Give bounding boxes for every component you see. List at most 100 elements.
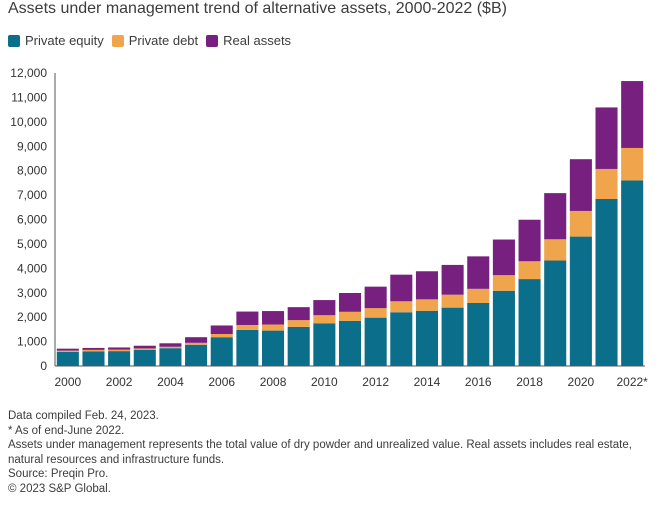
bar-real-assets-2007 (236, 311, 259, 325)
bar-private-debt-2019 (544, 239, 567, 261)
bar-real-assets-2020 (569, 159, 592, 211)
legend-label-private-debt: Private debt (128, 33, 199, 48)
stacked-bar-chart: 0 1,000 2,000 3,000 4,000 5,000 6,000 7,000 8,00… (10, 66, 648, 389)
bar-private-equity-2000 (56, 351, 79, 366)
bar-private-debt-2007 (236, 324, 259, 330)
bar-private-equity-2005 (185, 344, 208, 366)
footnotes: Data compiled Feb. 24, 2023. * As of end… (8, 409, 658, 497)
bar-private-debt-2016 (467, 288, 490, 303)
legend-swatch-private-equity (8, 34, 20, 47)
bar-private-debt-2005 (185, 342, 208, 345)
y-tick-label: 3,000 (17, 286, 47, 300)
bar-private-debt-2017 (492, 275, 515, 291)
bar-real-assets-2017 (492, 239, 515, 276)
bar-private-equity-2018 (518, 279, 541, 366)
legend-item-real-assets: Real assets (206, 33, 291, 48)
bar-real-assets-2009 (287, 307, 310, 321)
bar-private-equity-2012 (364, 317, 387, 366)
x-tick-label: 2008 (260, 375, 287, 389)
bar-private-debt-2006 (210, 334, 233, 338)
bar-private-debt-2022 (621, 147, 644, 181)
bar-private-debt-2000 (56, 350, 79, 352)
bar-real-assets-2011 (338, 292, 362, 312)
y-tick-label: 11,000 (11, 90, 47, 104)
bar-private-equity-2011 (338, 320, 362, 366)
bar-private-equity-2008 (262, 330, 285, 366)
bar-real-assets-2000 (56, 348, 79, 351)
note-source: Source: Preqin Pro. (8, 468, 109, 481)
y-tick-label: 8,000 (17, 164, 47, 178)
bar-private-debt-2011 (338, 311, 362, 321)
bar-real-assets-2001 (82, 347, 105, 350)
bar-real-assets-2012 (364, 286, 387, 309)
note-asterisk: * As of end-June 2022. (8, 424, 125, 437)
bar-private-equity-2002 (108, 351, 131, 366)
bar-private-equity-2022 (621, 180, 644, 366)
bar-private-debt-2020 (569, 210, 592, 237)
x-tick-label: 2020 (568, 375, 595, 389)
legend-item-private-equity: Private equity (8, 33, 104, 48)
x-tick-label: 2002 (106, 375, 133, 389)
x-tick-label: 2010 (311, 375, 338, 389)
y-tick-label: 5,000 (17, 237, 47, 251)
bar-private-equity-2010 (313, 323, 336, 366)
note-definition-2: natural resources and infrastructure fun… (8, 453, 225, 466)
bar-real-assets-2016 (467, 256, 490, 289)
bar-private-equity-2007 (236, 329, 259, 366)
y-tick-label: 6,000 (17, 213, 47, 227)
note-copyright: © 2023 S&P Global. (8, 482, 111, 495)
bar-private-equity-2015 (441, 307, 464, 366)
bar-real-assets-2003 (133, 345, 156, 349)
bar-real-assets-2006 (210, 325, 233, 335)
legend-label-private-equity: Private equity (25, 33, 104, 48)
x-tick-label: 2000 (54, 375, 81, 389)
y-tick-label: 1,000 (17, 335, 47, 349)
y-tick-label: 10,000 (10, 115, 47, 129)
bar-private-equity-2009 (287, 326, 310, 366)
bar-private-equity-2004 (159, 348, 182, 366)
bar-real-assets-2022 (621, 81, 644, 148)
bar-private-equity-2013 (390, 312, 413, 366)
bar-private-equity-2001 (82, 351, 105, 366)
legend-swatch-real-assets (206, 34, 219, 47)
bar-real-assets-2002 (108, 347, 131, 350)
bar-private-debt-2021 (595, 168, 618, 199)
x-tick-label: 2006 (208, 375, 235, 389)
y-tick-label: 7,000 (17, 188, 47, 202)
legend: Private equity Private debt Real assets (8, 33, 299, 48)
x-tick-label: 2014 (414, 375, 441, 389)
bar-real-assets-2021 (595, 107, 618, 169)
x-tick-label: 2012 (362, 375, 389, 389)
y-tick-label: 0 (40, 359, 47, 373)
bar-real-assets-2008 (262, 311, 285, 325)
bar-real-assets-2015 (441, 264, 464, 295)
x-tick-label: 2018 (516, 375, 543, 389)
legend-item-private-debt: Private debt (111, 33, 199, 48)
bar-private-debt-2002 (108, 349, 131, 352)
bar-real-assets-2004 (159, 343, 182, 347)
y-tick-label: 12,000 (10, 66, 47, 80)
bar-private-equity-2019 (544, 260, 567, 366)
bar-private-debt-2001 (82, 349, 105, 352)
y-tick-label: 2,000 (17, 310, 47, 324)
note-compiled: Data compiled Feb. 24, 2023. (8, 410, 159, 422)
bar-real-assets-2005 (185, 337, 208, 343)
bar-private-equity-2017 (492, 290, 515, 366)
bar-real-assets-2010 (313, 300, 336, 316)
y-tick-label: 9,000 (17, 139, 47, 153)
y-tick-label: 4,000 (17, 261, 47, 275)
bar-real-assets-2013 (390, 274, 413, 302)
bar-private-equity-2003 (133, 349, 156, 366)
bar-private-equity-2020 (569, 236, 592, 366)
bar-private-debt-2008 (262, 324, 285, 331)
bar-private-debt-2003 (133, 348, 156, 350)
x-tick-label: 2016 (465, 375, 492, 389)
bar-private-debt-2010 (313, 315, 336, 324)
bar-private-debt-2015 (441, 294, 464, 308)
bar-private-debt-2012 (364, 308, 387, 318)
bar-private-debt-2018 (518, 261, 541, 280)
bar-private-debt-2009 (287, 320, 310, 327)
bar-private-equity-2006 (210, 337, 233, 366)
bar-private-debt-2014 (415, 299, 438, 311)
legend-label-real-assets: Real assets (223, 33, 292, 48)
